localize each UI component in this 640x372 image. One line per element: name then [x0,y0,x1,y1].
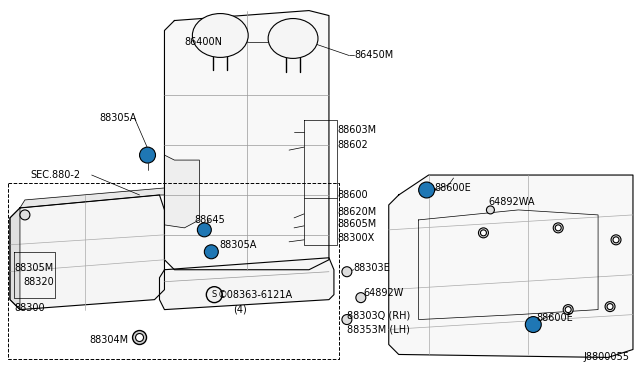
Circle shape [611,235,621,245]
Text: 88303E: 88303E [354,263,390,273]
Circle shape [206,287,222,303]
Circle shape [486,206,495,214]
Text: 88300X: 88300X [337,233,374,243]
Circle shape [525,317,541,333]
Text: ©08363-6121A: ©08363-6121A [218,290,292,300]
Text: J8800055: J8800055 [583,352,629,362]
Text: 88602: 88602 [337,140,367,150]
Text: (4): (4) [233,305,247,315]
Text: 88600E: 88600E [536,312,573,323]
Circle shape [613,237,619,243]
Text: 88603M: 88603M [337,125,376,135]
Text: 88305A: 88305A [220,240,257,250]
Text: 88303Q (RH): 88303Q (RH) [347,311,410,321]
Text: 88305M: 88305M [14,263,53,273]
Text: 86400N: 86400N [184,38,223,48]
Circle shape [200,226,209,234]
Text: 88645: 88645 [195,215,225,225]
Polygon shape [20,188,164,208]
Circle shape [422,185,431,195]
Circle shape [419,182,435,198]
Text: 64892WA: 64892WA [488,197,535,207]
Circle shape [140,147,156,163]
Text: 88600: 88600 [337,190,367,200]
Text: 88620M: 88620M [337,207,376,217]
Text: 88353M (LH): 88353M (LH) [347,324,410,334]
Circle shape [20,210,30,220]
Polygon shape [159,258,334,310]
Ellipse shape [193,13,248,57]
Circle shape [556,225,561,231]
Polygon shape [164,155,199,228]
Circle shape [342,267,352,277]
Text: 88320: 88320 [23,277,54,287]
Text: 64892W: 64892W [364,288,404,298]
Circle shape [605,302,615,312]
Text: 88304M: 88304M [90,334,129,344]
Ellipse shape [268,19,318,58]
Circle shape [342,315,352,324]
Text: 88300: 88300 [14,302,45,312]
Circle shape [565,307,571,312]
Circle shape [136,334,143,341]
Text: 88305A: 88305A [100,113,137,123]
Circle shape [132,331,147,344]
Polygon shape [164,10,329,270]
Circle shape [143,150,152,160]
Circle shape [197,223,211,237]
Circle shape [356,293,366,303]
Polygon shape [10,208,20,310]
Polygon shape [388,175,633,357]
Circle shape [607,304,613,310]
Circle shape [553,223,563,233]
Circle shape [481,230,486,236]
Text: 88600E: 88600E [435,183,471,193]
Circle shape [563,305,573,315]
Circle shape [204,245,218,259]
Text: 88605M: 88605M [337,219,376,229]
Text: 86450M: 86450M [355,51,394,60]
Circle shape [528,320,538,330]
Circle shape [207,248,215,256]
Text: S: S [212,290,217,299]
Text: SEC.880-2: SEC.880-2 [30,170,80,180]
Circle shape [479,228,488,238]
Polygon shape [10,195,164,310]
